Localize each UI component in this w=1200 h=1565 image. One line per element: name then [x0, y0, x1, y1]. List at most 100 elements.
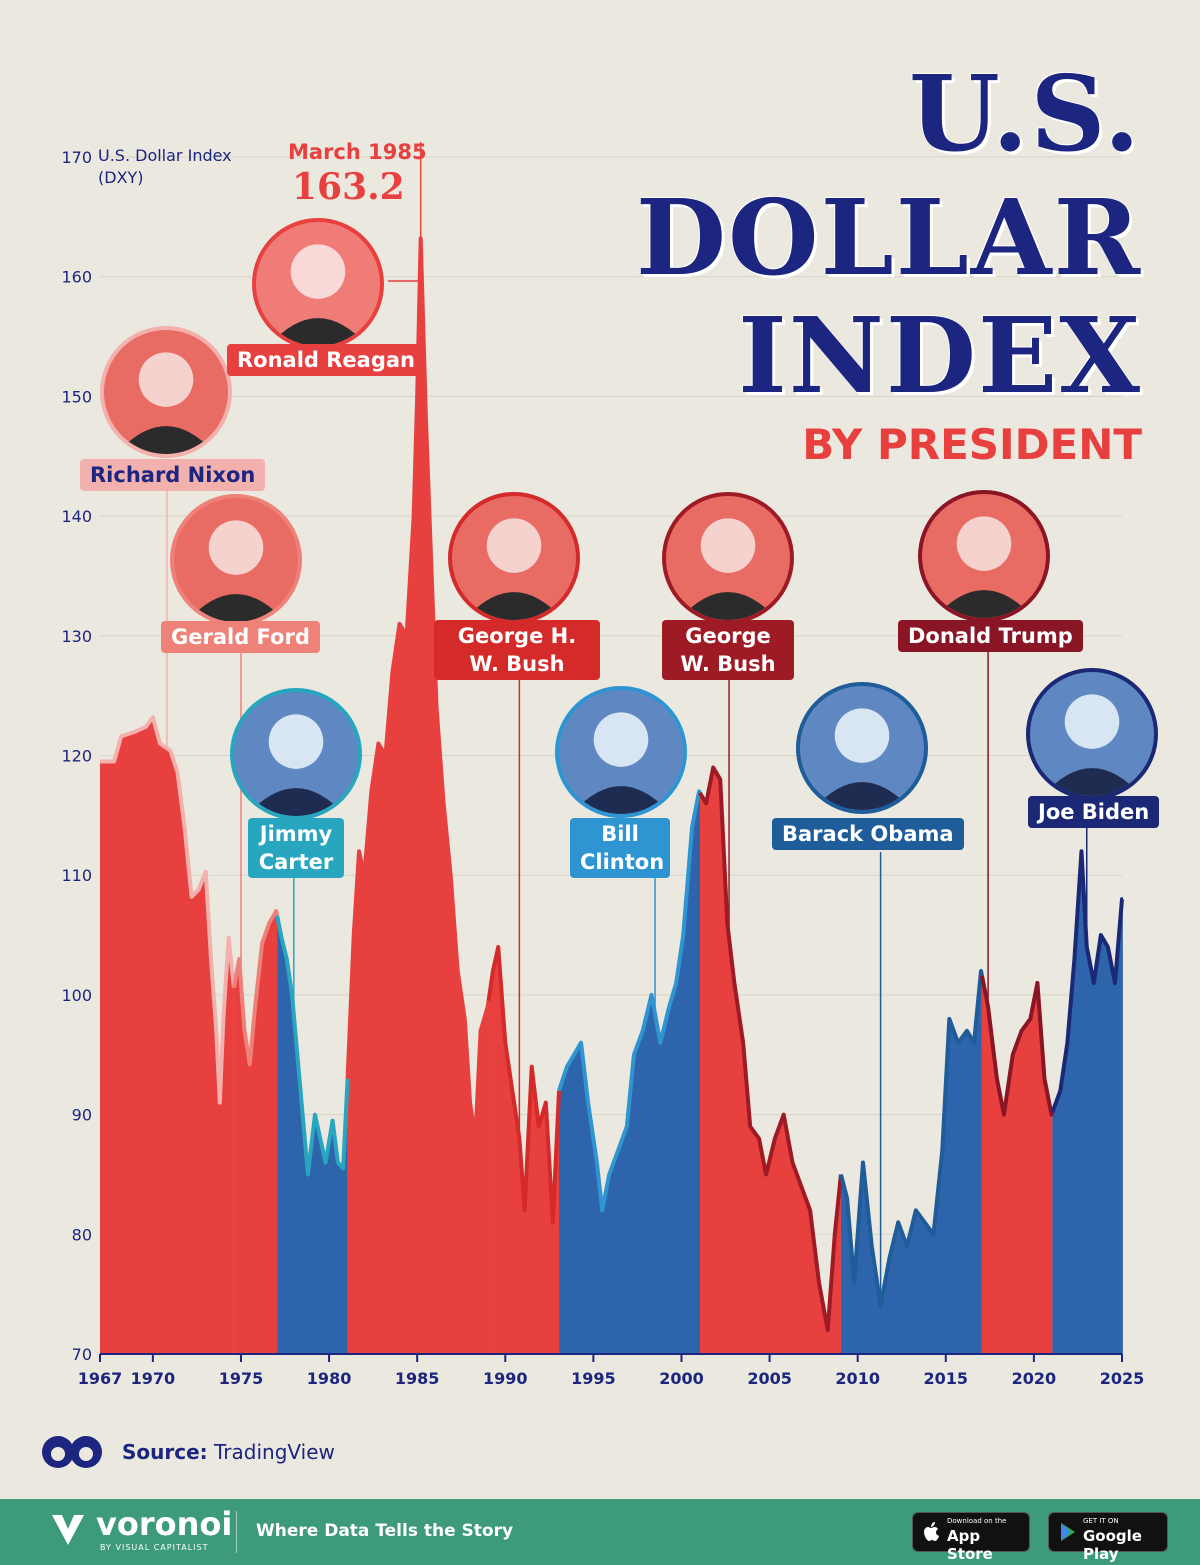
area-george-w-bush — [699, 767, 841, 1354]
hwbush-portrait — [448, 492, 580, 624]
app-store-label: App Store — [947, 1527, 993, 1563]
y-tick-label: 110 — [61, 866, 92, 885]
person-icon — [678, 518, 778, 620]
x-tick-label: 2025 — [1100, 1369, 1145, 1388]
y-tick-label: 70 — [72, 1345, 92, 1364]
x-tick-label: 2005 — [747, 1369, 792, 1388]
y-tick-label: 140 — [61, 507, 92, 526]
source-value: TradingView — [214, 1440, 335, 1464]
person-icon — [186, 520, 286, 622]
series-line-barack-obama — [839, 968, 984, 1309]
x-tick-label: 1970 — [131, 1369, 176, 1388]
y-tick-label: 90 — [72, 1106, 92, 1125]
source-label: Source: — [122, 1440, 208, 1464]
nixon-portrait — [100, 326, 232, 458]
footer-tagline: Where Data Tells the Story — [256, 1521, 514, 1541]
president-label-nixon: Richard Nixon — [80, 459, 266, 491]
x-tick-label: 1985 — [395, 1369, 440, 1388]
president-label-reagan: Ronald Reagan — [227, 344, 425, 376]
obama-portrait — [796, 682, 928, 814]
y-tick-label: 80 — [72, 1225, 92, 1244]
area-joe-biden — [1052, 851, 1123, 1354]
x-axis-ticks: 1967 1970 1975 1980 1985 1990 1995 2000 2005 2010… — [78, 1354, 1145, 1388]
x-tick-label: 1967 — [78, 1369, 123, 1388]
president-label-hwbush: George H. W. Bush — [434, 620, 600, 680]
y-tick-label: 160 — [61, 268, 92, 287]
biden-portrait — [1026, 668, 1158, 800]
x-tick-label: 1990 — [483, 1369, 528, 1388]
app-store-small: Download on the — [947, 1517, 1007, 1525]
visual-capitalist-logo-icon — [42, 1436, 102, 1468]
person-icon — [246, 714, 346, 816]
y-tick-label: 170 — [61, 148, 92, 167]
person-icon — [1042, 694, 1142, 796]
person-icon — [812, 708, 912, 810]
carter-portrait — [230, 688, 362, 820]
x-tick-label: 2020 — [1012, 1369, 1057, 1388]
area-gerald-ford — [233, 911, 278, 1354]
area-bill-clinton — [559, 791, 700, 1354]
clinton-portrait — [555, 686, 687, 818]
area-ronald-reagan — [347, 238, 489, 1354]
footer-bar: voronoi BY VISUAL CAPITALIST Where Data … — [0, 1499, 1200, 1565]
person-icon — [571, 712, 671, 814]
president-label-biden: Joe Biden — [1028, 796, 1160, 828]
x-tick-label: 1975 — [219, 1369, 264, 1388]
trump-portrait — [918, 490, 1050, 622]
series-line-jimmy-carter — [275, 915, 350, 1177]
person-icon — [268, 244, 368, 346]
y-tick-label: 150 — [61, 387, 92, 406]
reagan-portrait — [252, 218, 384, 350]
area-barack-obama — [840, 970, 982, 1354]
area-george-h-w-bush — [488, 947, 560, 1354]
person-icon — [116, 352, 216, 454]
y-tick-label: 130 — [61, 627, 92, 646]
ford-portrait — [170, 494, 302, 626]
google-play-small: GET IT ON — [1083, 1517, 1119, 1525]
y-tick-label: 120 — [61, 747, 92, 766]
wbush-portrait — [662, 492, 794, 624]
app-store-button[interactable]: Download on the App Store — [912, 1512, 1030, 1563]
peak-date-label: March 1985 — [288, 140, 427, 164]
x-tick-label: 2015 — [924, 1369, 969, 1388]
brand-name: voronoi — [96, 1505, 233, 1543]
footer-divider — [236, 1511, 237, 1553]
x-tick-label: 2000 — [659, 1369, 704, 1388]
source-line: Source: TradingView — [122, 1440, 335, 1464]
brand-subtitle: BY VISUAL CAPITALIST — [100, 1543, 209, 1552]
president-label-clinton: Bill Clinton — [570, 818, 670, 878]
person-icon — [464, 518, 564, 620]
y-axis-ticks: 70 80 90 100 110 120 130 140 150 160 170 — [61, 148, 92, 1364]
series-line-bill-clinton — [557, 789, 702, 1213]
president-label-trump: Donald Trump — [898, 620, 1083, 652]
series-line-george-w-bush — [698, 765, 843, 1333]
title-line-3: INDEX — [738, 294, 1142, 417]
x-tick-label: 1980 — [307, 1369, 352, 1388]
x-tick-label: 2010 — [835, 1369, 880, 1388]
president-label-wbush: George W. Bush — [662, 620, 794, 680]
series-line-richard-nixon — [100, 715, 236, 1105]
subtitle: BY PRESIDENT — [802, 420, 1142, 469]
google-play-label: Google Play — [1083, 1527, 1142, 1563]
apple-icon — [924, 1522, 939, 1541]
series-line-joe-biden — [1050, 849, 1124, 1113]
peak-value-label: 163.2 — [292, 166, 405, 208]
president-label-obama: Barack Obama — [772, 818, 964, 850]
x-tick-label: 1995 — [571, 1369, 616, 1388]
y-axis-label: U.S. Dollar Index (DXY) — [98, 146, 232, 187]
area-richard-nixon — [100, 717, 234, 1354]
google-play-icon — [1061, 1523, 1075, 1541]
title-line-1: U.S. — [909, 52, 1142, 175]
person-icon — [934, 516, 1034, 618]
president-label-carter: Jimmy Carter — [248, 818, 344, 878]
label-connectors — [166, 142, 1088, 1307]
president-label-ford: Gerald Ford — [161, 621, 320, 653]
series-line-george-h-w-bush — [486, 945, 562, 1225]
voronoi-logo-icon — [52, 1515, 84, 1545]
y-tick-label: 100 — [61, 986, 92, 1005]
series-line-donald-trump — [979, 975, 1055, 1117]
google-play-button[interactable]: GET IT ON Google Play — [1048, 1512, 1168, 1563]
title-line-2: DOLLAR — [635, 176, 1142, 299]
area-donald-trump — [981, 975, 1053, 1354]
